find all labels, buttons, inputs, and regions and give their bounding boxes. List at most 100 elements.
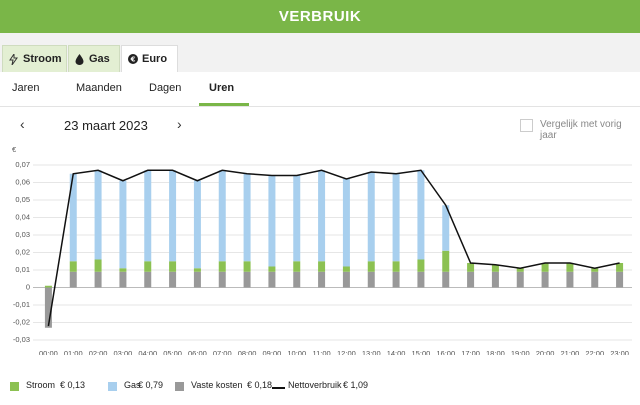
bar-segment	[243, 271, 251, 288]
bar-segment	[417, 170, 425, 260]
bar-segment	[293, 175, 301, 262]
x-tick-label: 20:00	[536, 349, 555, 355]
date-label: 23 maart 2023	[64, 118, 148, 133]
bar-segment	[193, 268, 201, 272]
bar-segment	[69, 261, 77, 272]
energy-tab-label: Euro	[142, 53, 168, 65]
bar-segment	[119, 271, 127, 288]
energy-tab[interactable]: Stroom	[2, 45, 67, 72]
bar-segment	[193, 271, 201, 288]
y-tick-label: 0,04	[15, 212, 30, 221]
legend-total: € 0,13	[60, 380, 86, 390]
energy-tab-label: Stroom	[23, 53, 62, 65]
y-tick-label: 0,03	[15, 230, 30, 239]
x-tick-label: 11:00	[312, 349, 330, 355]
bar-segment	[218, 271, 226, 288]
bar-segment	[94, 170, 102, 260]
x-tick-label: 10:00	[287, 349, 306, 355]
bar-segment	[616, 263, 624, 272]
bar-segment	[342, 179, 350, 267]
bar-segment	[417, 259, 425, 272]
bar-segment	[392, 271, 400, 288]
bar-segment	[318, 261, 326, 272]
x-tick-label: 08:00	[238, 349, 257, 355]
x-tick-label: 18:00	[486, 349, 505, 355]
bar-segment	[94, 259, 102, 272]
legend-total: € 0,18	[247, 380, 273, 390]
period-tab[interactable]: Uren	[209, 82, 235, 94]
active-underline	[199, 103, 249, 106]
period-tab[interactable]: Jaren	[12, 82, 40, 94]
y-tick-label: -0,01	[13, 300, 30, 309]
bar-segment	[69, 271, 77, 288]
bar-segment	[218, 261, 226, 272]
energy-tab[interactable]: Gas	[68, 45, 120, 72]
bar-segment	[566, 271, 574, 288]
separator	[0, 106, 640, 107]
bar-segment	[243, 173, 251, 262]
y-tick-label: 0,05	[15, 195, 30, 204]
y-tick-label: 0,01	[15, 265, 30, 274]
period-tab[interactable]: Maanden	[76, 82, 122, 94]
x-tick-label: 02:00	[89, 349, 108, 355]
bar-segment	[491, 271, 499, 288]
legend-total: € 1,09	[343, 380, 369, 390]
x-tick-label: 06:00	[188, 349, 207, 355]
chart: €0,07 0,06 0,05 0,04 0,03 0,02 0,01 0 -0,01 -0,02…	[12, 145, 632, 355]
compare-checkbox[interactable]	[520, 119, 533, 132]
x-tick-label: 07:00	[213, 349, 232, 355]
legend-name: Gas	[124, 380, 141, 390]
x-tick-label: 13:00	[362, 349, 381, 355]
next-date[interactable]: ›	[177, 116, 182, 132]
x-tick-label: 03:00	[114, 349, 133, 355]
bar-segment	[467, 263, 475, 272]
legend-swatch	[108, 382, 117, 391]
bar-segment	[293, 261, 301, 272]
bar-segment	[169, 261, 177, 272]
bar-segment	[566, 263, 574, 272]
bar-segment	[44, 285, 52, 288]
legend-total: € 0,79	[138, 380, 164, 390]
x-tick-label: 14:00	[387, 349, 406, 355]
compare-label: Vergelijk met vorig jaar	[540, 119, 622, 141]
x-tick-label: 21:00	[561, 349, 580, 355]
bar-segment	[94, 271, 102, 288]
bar-segment	[541, 263, 549, 272]
x-tick-label: 00:00	[39, 349, 58, 355]
bar-segment	[193, 180, 201, 269]
legend-name: Nettoverbruik	[288, 380, 342, 390]
period-tab[interactable]: Dagen	[149, 82, 182, 94]
x-tick-label: 01:00	[64, 349, 83, 355]
x-tick-label: 17:00	[461, 349, 480, 355]
legend-swatch	[10, 382, 19, 391]
bar-segment	[268, 175, 276, 267]
bar-segment	[119, 268, 127, 272]
bar-segment	[591, 271, 599, 288]
bar-segment	[342, 266, 350, 272]
bar-segment	[541, 271, 549, 288]
energy-tab-label: Gas	[89, 53, 110, 65]
bar-segment	[616, 271, 624, 288]
bar-segment	[144, 261, 152, 272]
bar-segment	[69, 173, 77, 262]
x-tick-label: 04:00	[138, 349, 157, 355]
prev-date[interactable]: ‹	[20, 116, 25, 132]
energy-tab[interactable]: € Euro	[121, 45, 178, 72]
bar-segment	[293, 271, 301, 288]
y-tick-label: -0,03	[13, 335, 30, 344]
bar-segment	[442, 271, 450, 288]
bar-segment	[591, 268, 599, 272]
bar-segment	[442, 250, 450, 272]
x-tick-label: 19:00	[511, 349, 530, 355]
legend-swatch	[175, 382, 184, 391]
y-tick-label: 0	[26, 282, 30, 291]
bar-segment	[367, 172, 375, 262]
header-title: VERBRUIK	[0, 0, 640, 33]
y-tick-label: -0,02	[13, 317, 30, 326]
y-axis-label: €	[12, 145, 17, 154]
bar-segment	[144, 271, 152, 288]
legend-name: Vaste kosten	[191, 380, 243, 390]
x-tick-label: 09:00	[263, 349, 282, 355]
bar-segment	[491, 264, 499, 272]
bar-segment	[169, 271, 177, 288]
